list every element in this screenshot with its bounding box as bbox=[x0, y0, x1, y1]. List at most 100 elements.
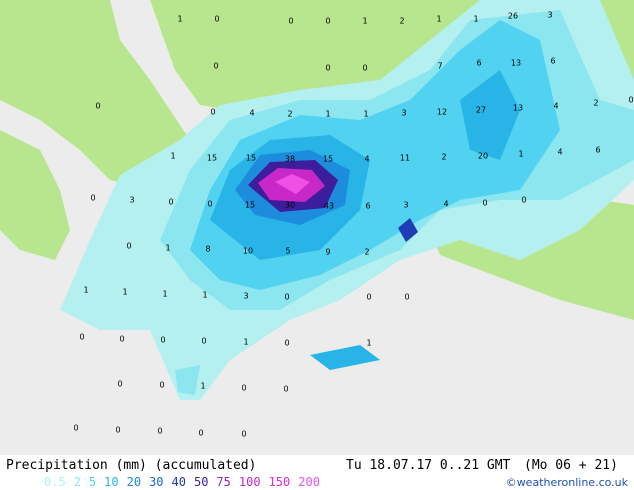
legend-value: 50 bbox=[194, 475, 208, 489]
point-value: 4 bbox=[249, 109, 254, 118]
point-value: 0 bbox=[325, 64, 330, 73]
point-value: 0 bbox=[210, 108, 215, 117]
point-value: 3 bbox=[403, 201, 408, 210]
point-value: 27 bbox=[476, 106, 486, 115]
map: 1 0 0 0 1 2 1 1 26 30 0 0 7 6 13 600 4 2 1 1 3 12 27 13 4 2 01 15 15… bbox=[0, 0, 634, 455]
point-value: 6 bbox=[550, 57, 555, 66]
legend-value: 40 bbox=[172, 475, 186, 489]
land bbox=[0, 130, 70, 260]
point-value: 0 bbox=[73, 424, 78, 433]
point-value: 20 bbox=[478, 152, 488, 161]
point-value: 3 bbox=[129, 196, 134, 205]
point-value: 1 bbox=[473, 15, 478, 24]
point-value: 0 bbox=[126, 242, 131, 251]
point-value: 0 bbox=[207, 200, 212, 209]
point-value: 9 bbox=[325, 248, 330, 257]
legend-value: 5 bbox=[89, 475, 96, 489]
point-value: 11 bbox=[400, 154, 410, 163]
point-value: 1 bbox=[325, 110, 330, 119]
point-value: 0 bbox=[284, 339, 289, 348]
point-value: 0 bbox=[201, 337, 206, 346]
point-value: 0 bbox=[283, 385, 288, 394]
point-value: 1 bbox=[243, 338, 248, 347]
point-value: 1 bbox=[162, 290, 167, 299]
point-value: 1 bbox=[362, 17, 367, 26]
point-value: 1 bbox=[518, 150, 523, 159]
point-value: 1 bbox=[363, 110, 368, 119]
point-value: 6 bbox=[476, 59, 481, 68]
point-value: 0 bbox=[482, 199, 487, 208]
point-value: 1 bbox=[202, 291, 207, 300]
point-value: 1 bbox=[122, 288, 127, 297]
point-value: 0 bbox=[213, 62, 218, 71]
point-value: 0 bbox=[160, 336, 165, 345]
point-value: 6 bbox=[365, 202, 370, 211]
point-value: 4 bbox=[364, 155, 369, 164]
point-value: 1 bbox=[177, 15, 182, 24]
legend-value: 2 bbox=[74, 475, 81, 489]
point-value: 0 bbox=[325, 17, 330, 26]
point-value: 0 bbox=[168, 198, 173, 207]
point-value: 15 bbox=[323, 155, 333, 164]
point-value: 2 bbox=[593, 99, 598, 108]
point-value: 0 bbox=[117, 380, 122, 389]
point-value: 2 bbox=[441, 153, 446, 162]
point-value: 7 bbox=[437, 62, 442, 71]
point-value: 0 bbox=[362, 64, 367, 73]
precip bbox=[398, 218, 418, 242]
point-value: 5 bbox=[285, 247, 290, 256]
precip bbox=[275, 174, 310, 194]
footer-title: Precipitation (mm) (accumulated) bbox=[6, 458, 256, 473]
point-value: 0 bbox=[95, 102, 100, 111]
point-value: 10 bbox=[243, 247, 253, 256]
point-value: 38 bbox=[285, 155, 295, 164]
legend-value: 150 bbox=[269, 475, 291, 489]
point-value: 15 bbox=[207, 154, 217, 163]
point-value: 0 bbox=[119, 335, 124, 344]
point-value: 0 bbox=[157, 427, 162, 436]
point-value: 1 bbox=[436, 15, 441, 24]
legend-value: 75 bbox=[216, 475, 230, 489]
point-value: 4 bbox=[443, 200, 448, 209]
point-value: 0 bbox=[284, 293, 289, 302]
legend-value: 10 bbox=[104, 475, 118, 489]
legend-value: 0.5 bbox=[44, 475, 66, 489]
point-value: 0 bbox=[198, 429, 203, 438]
precip bbox=[310, 345, 380, 370]
point-value: 0 bbox=[214, 15, 219, 24]
point-value: 0 bbox=[404, 293, 409, 302]
point-value: 12 bbox=[437, 108, 447, 117]
point-value: 4 bbox=[557, 148, 562, 157]
point-value: 13 bbox=[511, 59, 521, 68]
legend-value: 20 bbox=[127, 475, 141, 489]
point-value: 2 bbox=[364, 248, 369, 257]
land bbox=[0, 0, 190, 190]
point-value: 0 bbox=[288, 17, 293, 26]
point-value: 2 bbox=[399, 17, 404, 26]
point-value: 0 bbox=[79, 333, 84, 342]
precip bbox=[460, 70, 520, 160]
point-value: 0 bbox=[628, 96, 633, 105]
point-value: 0 bbox=[241, 384, 246, 393]
legend-value: 30 bbox=[149, 475, 163, 489]
footer-time: Tu 18.07.17 0..21 GMT bbox=[346, 458, 511, 473]
point-value: 8 bbox=[205, 245, 210, 254]
point-value: 6 bbox=[595, 146, 600, 155]
footer-run: (Mo 06 + 21) bbox=[524, 458, 618, 473]
point-value: 30 bbox=[285, 201, 295, 210]
point-value: 1 bbox=[366, 339, 371, 348]
point-value: 0 bbox=[521, 196, 526, 205]
point-value: 2 bbox=[287, 110, 292, 119]
point-value: 1 bbox=[200, 382, 205, 391]
credit: ©weatheronline.co.uk bbox=[506, 476, 629, 489]
point-value: 26 bbox=[508, 12, 518, 21]
precip bbox=[175, 365, 200, 395]
point-value: 15 bbox=[246, 154, 256, 163]
point-value: 0 bbox=[241, 430, 246, 439]
point-value: 1 bbox=[83, 286, 88, 295]
point-value: 3 bbox=[243, 292, 248, 301]
point-value: 1 bbox=[165, 244, 170, 253]
point-value: 3 bbox=[401, 109, 406, 118]
point-value: 0 bbox=[115, 426, 120, 435]
